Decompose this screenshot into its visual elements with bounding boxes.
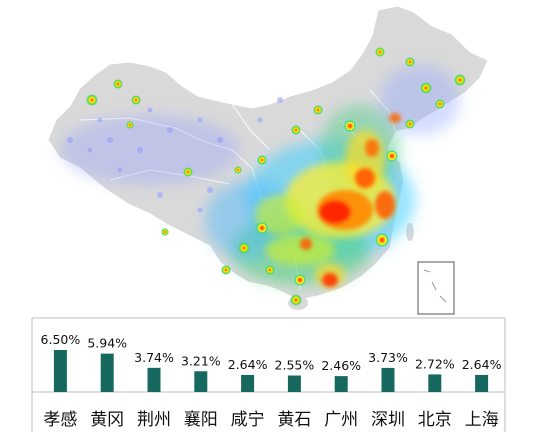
bar-9: [475, 374, 489, 392]
heat-city-spots: [86, 47, 466, 306]
bar-value-label-8: 2.72%: [415, 356, 455, 371]
bar-2: [147, 367, 161, 392]
inset-islands: [423, 269, 447, 303]
category-label-7: 深圳: [371, 410, 405, 430]
heat-core: [300, 113, 401, 287]
category-label-2: 荆州: [137, 410, 171, 430]
bar-3: [194, 371, 208, 392]
city-share-bar-chart: 6.50% 孝感 5.94% 黄冈 3.74% 荆州 3.21% 襄阳 2.64% 咸宁 2.55%…: [31, 317, 506, 432]
bar-0: [53, 350, 67, 392]
bar-value-label-0: 6.50%: [41, 332, 81, 347]
bar-value-label-9: 2.64%: [462, 357, 502, 372]
category-label-9: 上海: [465, 410, 499, 430]
category-label-0: 孝感: [43, 410, 77, 430]
category-label-8: 北京: [418, 410, 452, 430]
category-label-5: 黄石: [277, 410, 311, 430]
bar-value-label-1: 5.94%: [87, 336, 127, 351]
bar-value-label-4: 2.64%: [228, 357, 268, 372]
south-china-sea-inset: [417, 261, 455, 315]
bar-5: [287, 375, 301, 392]
bar-8: [428, 374, 442, 392]
bar-value-label-7: 3.73%: [368, 350, 408, 365]
taiwan-island: [406, 223, 414, 241]
bar-4: [241, 374, 255, 392]
bar-value-label-3: 3.21%: [181, 353, 221, 368]
category-label-4: 咸宁: [231, 410, 265, 430]
bar-1: [100, 353, 114, 392]
bars-layer: 6.50% 孝感 5.94% 黄冈 3.74% 荆州 3.21% 襄阳 2.64% 咸宁 2.55%…: [41, 332, 502, 430]
bar-value-label-6: 2.46%: [321, 358, 361, 373]
bar-7: [381, 367, 395, 392]
category-label-1: 黄冈: [90, 410, 124, 430]
category-label-3: 襄阳: [184, 409, 218, 430]
china-heatmap: [47, 5, 489, 315]
bar-value-label-2: 3.74%: [134, 350, 174, 365]
bar-value-label-5: 2.55%: [275, 358, 315, 373]
bar-6: [334, 376, 348, 392]
category-label-6: 广州: [324, 410, 358, 430]
heat-sparse-west: [67, 97, 283, 213]
